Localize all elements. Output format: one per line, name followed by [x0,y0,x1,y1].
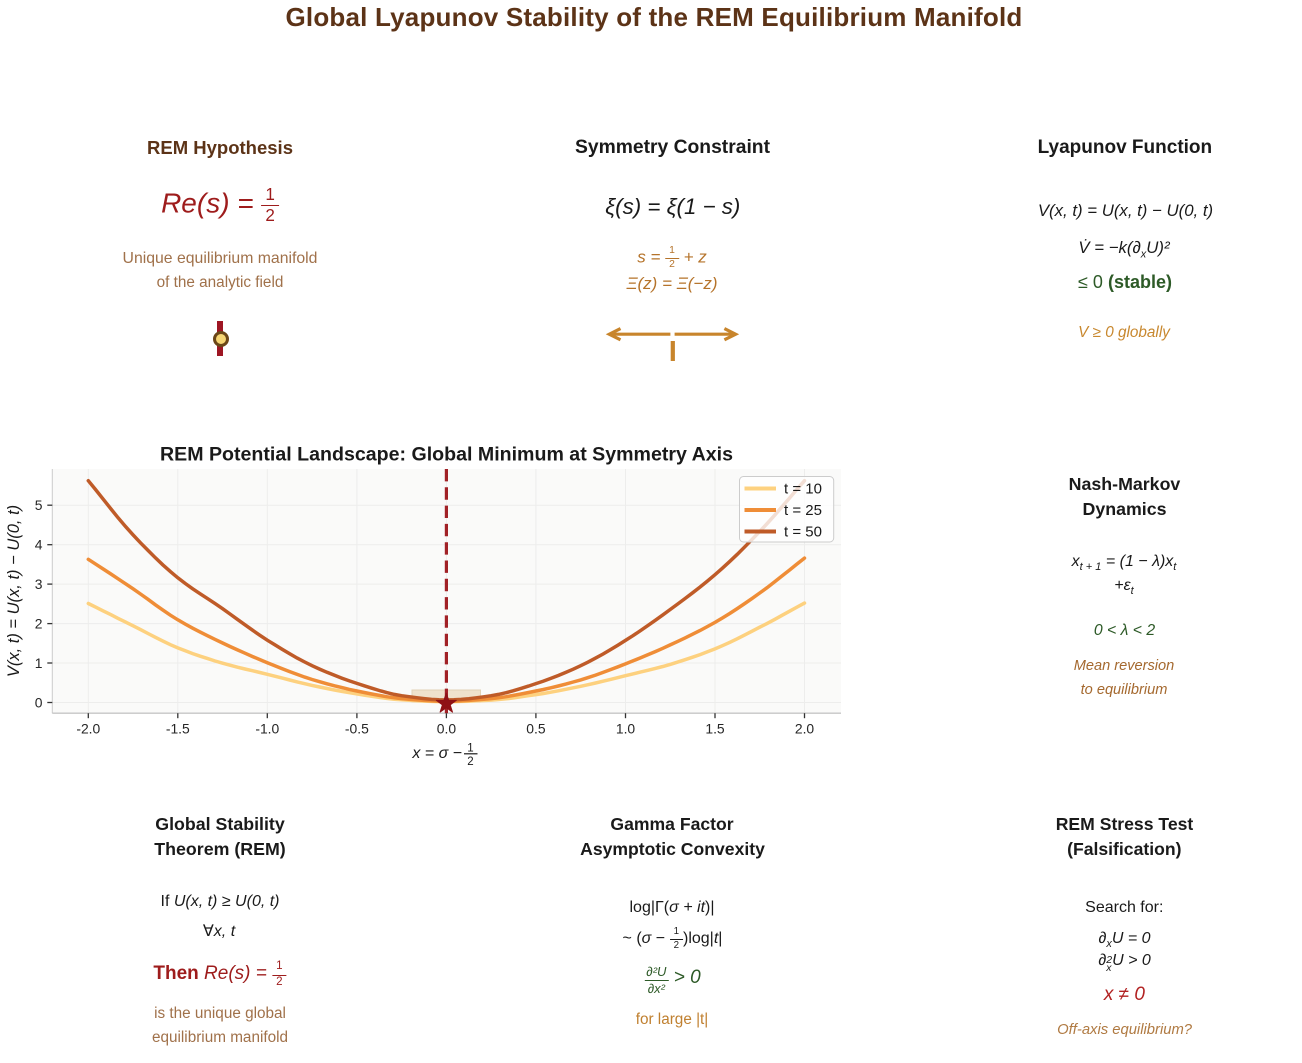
svg-text:2: 2 [467,756,473,768]
svg-text:0.0: 0.0 [437,721,457,737]
svg-text:1: 1 [467,743,473,755]
svg-text:x = σ −: x = σ − [411,745,462,762]
svg-text:t = 50: t = 50 [784,523,822,540]
svg-text:5: 5 [35,497,43,513]
svg-text:2: 2 [35,615,43,631]
svg-text:1: 1 [35,655,43,671]
svg-text:-0.5: -0.5 [345,721,369,737]
svg-text:2.0: 2.0 [795,721,815,737]
svg-text:REM Potential Landscape: Globa: REM Potential Landscape: Global Minimum … [160,444,733,466]
svg-text:4: 4 [35,537,43,553]
svg-text:1.0: 1.0 [616,721,636,737]
svg-text:-2.0: -2.0 [76,721,100,737]
svg-text:-1.0: -1.0 [255,721,279,737]
svg-text:0.5: 0.5 [526,721,546,737]
svg-text:3: 3 [35,576,43,592]
svg-text:1.5: 1.5 [705,721,725,737]
svg-text:t = 10: t = 10 [784,480,822,497]
svg-text:-1.5: -1.5 [166,721,190,737]
svg-text:t = 25: t = 25 [784,502,822,519]
svg-text:V(x, t) = U(x, t) − U(0, t): V(x, t) = U(x, t) − U(0, t) [5,505,23,677]
svg-text:0: 0 [35,694,43,710]
